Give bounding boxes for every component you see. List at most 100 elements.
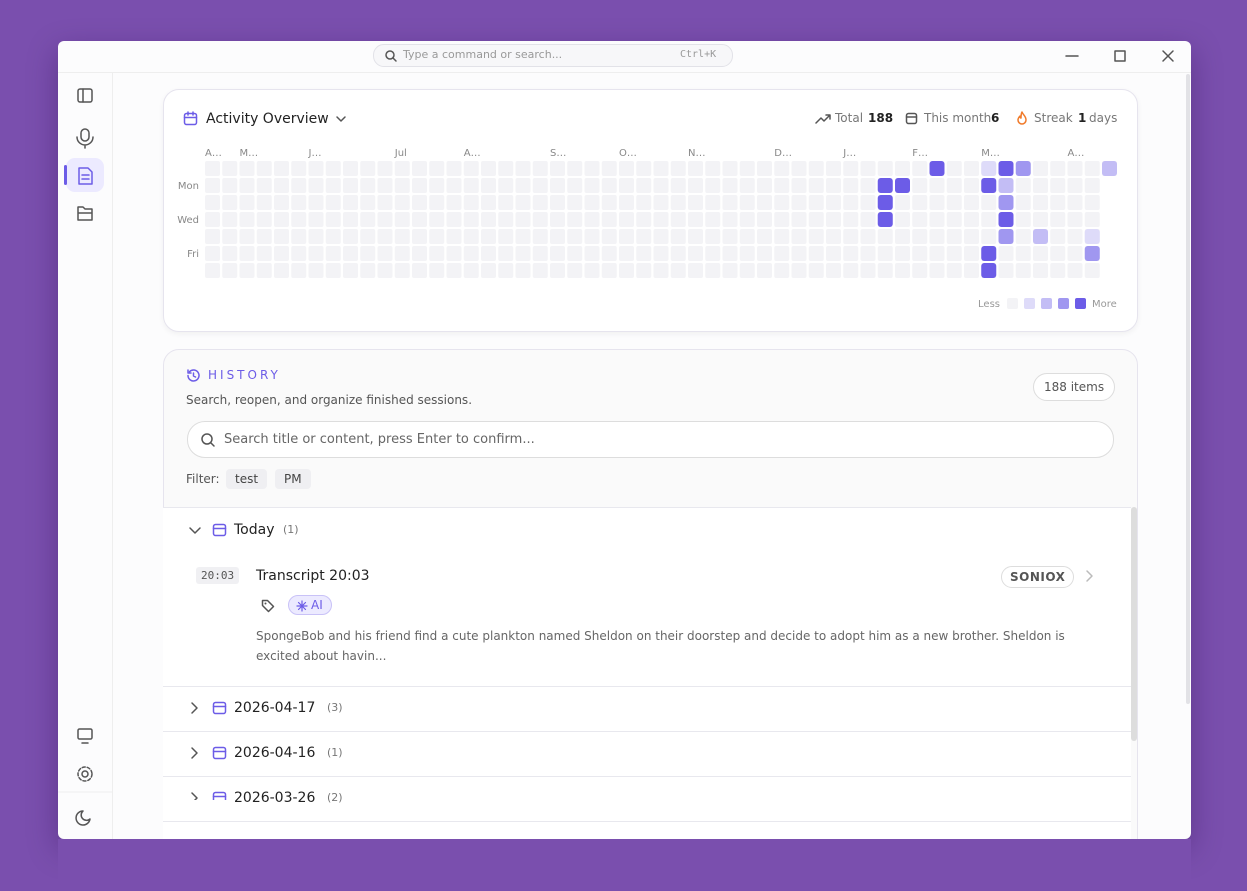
empty-cell	[325, 263, 341, 278]
group-label[interactable]: 2026-03-26	[234, 790, 316, 806]
empty-cell	[360, 229, 376, 244]
empty-cell	[256, 229, 272, 244]
empty-cell	[757, 246, 772, 261]
group-label[interactable]: 2026-04-16	[234, 745, 316, 761]
date-group[interactable]	[163, 686, 1131, 731]
empty-cell	[619, 161, 634, 176]
empty-cell	[532, 195, 548, 210]
date-group[interactable]	[163, 731, 1131, 776]
empty-cell	[274, 161, 289, 176]
empty-cell	[705, 263, 721, 278]
month-label: N…	[688, 148, 705, 159]
empty-cell	[567, 229, 583, 244]
group-label[interactable]: 2026-04-17	[234, 700, 316, 716]
empty-cell	[912, 178, 928, 193]
empty-cell	[826, 161, 841, 176]
empty-cell	[498, 246, 514, 261]
empty-cell	[1015, 246, 1031, 261]
empty-cell	[1067, 246, 1083, 261]
empty-cell	[895, 229, 910, 244]
empty-cell	[343, 178, 358, 193]
empty-cell	[601, 229, 617, 244]
command-search[interactable]: Type a command or search... Ctrl+K	[373, 44, 733, 67]
empty-cell	[463, 195, 479, 210]
empty-cell	[826, 178, 841, 193]
empty-cell	[653, 178, 669, 193]
empty-cell	[1015, 229, 1031, 244]
tag-icon[interactable]	[261, 599, 275, 613]
empty-cell	[360, 195, 376, 210]
empty-cell	[860, 178, 876, 193]
empty-cell	[757, 212, 772, 227]
empty-cell	[877, 263, 893, 278]
empty-cell	[584, 263, 600, 278]
empty-cell	[705, 161, 721, 176]
empty-cell	[584, 246, 600, 261]
month-label: J…	[842, 148, 856, 159]
empty-cell	[964, 195, 979, 210]
item-chevron[interactable]	[1084, 569, 1096, 583]
date-group[interactable]	[163, 776, 1131, 821]
empty-cell	[912, 195, 928, 210]
empty-cell	[636, 229, 652, 244]
sidebar-icons[interactable]	[58, 72, 112, 839]
empty-cell	[343, 229, 358, 244]
empty-cell	[515, 246, 531, 261]
ai-tag[interactable]: AI	[288, 595, 332, 615]
empty-cell	[739, 229, 755, 244]
empty-cell	[498, 178, 514, 193]
active-indicator	[64, 165, 67, 185]
empty-cell	[929, 212, 945, 227]
item-title[interactable]: Transcript 20:03	[256, 568, 370, 584]
group-header-icons[interactable]	[188, 523, 234, 539]
empty-cell	[1084, 212, 1100, 227]
empty-cell	[791, 178, 807, 193]
empty-cell	[429, 161, 445, 176]
empty-cell	[791, 229, 807, 244]
empty-cell	[550, 178, 565, 193]
activity-cell	[981, 263, 997, 278]
legend-swatch	[1024, 298, 1035, 309]
activity-cell	[895, 178, 910, 193]
empty-cell	[895, 212, 910, 227]
list-scrollbar[interactable]	[1131, 507, 1137, 741]
empty-cell	[515, 229, 531, 244]
activity-title[interactable]: Activity Overview	[206, 111, 329, 127]
empty-cell	[757, 263, 772, 278]
empty-cell	[946, 263, 962, 278]
activity-cell	[877, 212, 893, 227]
empty-cell	[826, 195, 841, 210]
activity-cell	[877, 178, 893, 193]
history-search[interactable]: Search title or content, press Enter to …	[187, 421, 1114, 458]
empty-cell	[826, 263, 841, 278]
empty-cell	[1084, 161, 1100, 176]
filter-chip[interactable]: PM	[275, 469, 311, 489]
empty-cell	[601, 161, 617, 176]
empty-cell	[412, 178, 427, 193]
empty-cell	[377, 178, 393, 193]
filter-chip[interactable]: test	[226, 469, 268, 489]
empty-cell	[860, 212, 876, 227]
dropdown-chevron[interactable]	[335, 113, 347, 125]
empty-cell	[360, 212, 376, 227]
empty-cell	[1015, 178, 1031, 193]
empty-cell	[239, 246, 255, 261]
empty-cell	[774, 195, 790, 210]
empty-cell	[567, 263, 583, 278]
calendar-icon	[183, 111, 198, 126]
empty-cell	[619, 229, 634, 244]
empty-cell	[256, 263, 272, 278]
empty-cell	[929, 195, 945, 210]
empty-cell	[739, 246, 755, 261]
empty-cell	[498, 212, 514, 227]
empty-cell	[1050, 246, 1066, 261]
window-controls[interactable]	[1060, 46, 1180, 66]
empty-cell	[463, 246, 479, 261]
empty-cell	[946, 246, 962, 261]
empty-cell	[722, 161, 738, 176]
page-scrollbar[interactable]	[1186, 74, 1190, 704]
group-label[interactable]: Today	[234, 522, 275, 538]
empty-cell	[895, 161, 910, 176]
empty-cell	[653, 212, 669, 227]
